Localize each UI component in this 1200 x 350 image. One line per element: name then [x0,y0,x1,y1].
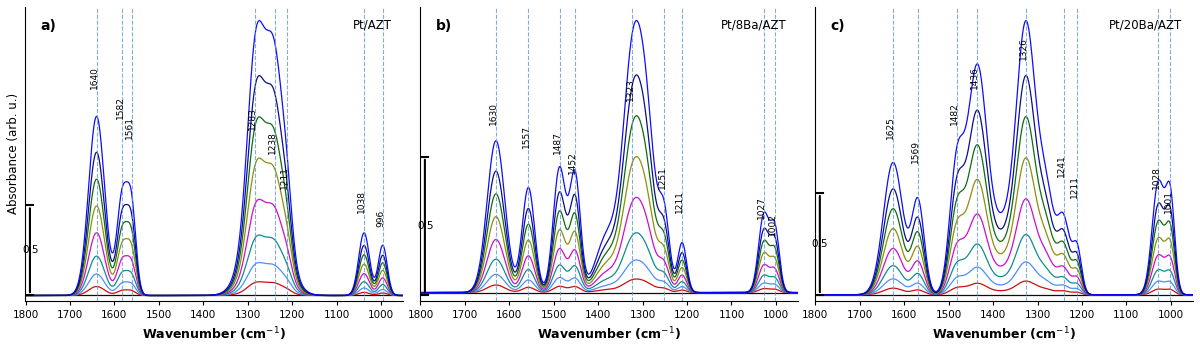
Text: 1001: 1001 [1164,190,1172,213]
Text: 1211: 1211 [281,166,289,189]
Text: 1630: 1630 [490,102,498,125]
Text: 1326: 1326 [1019,37,1028,60]
Text: 1452: 1452 [569,152,577,175]
Text: 1436: 1436 [971,66,979,89]
Y-axis label: Absorbance (arb. u.): Absorbance (arb. u.) [7,93,20,215]
Text: 1323: 1323 [625,78,635,101]
Text: 1625: 1625 [887,116,895,139]
Text: 1487: 1487 [553,131,562,154]
Text: 1028: 1028 [1152,166,1160,189]
Text: 1211: 1211 [1070,175,1079,198]
Text: Pt/8Ba/AZT: Pt/8Ba/AZT [721,19,787,32]
X-axis label: Wavenumber (cm$^{-1}$): Wavenumber (cm$^{-1}$) [932,326,1076,343]
Text: c): c) [830,19,845,33]
Text: 1211: 1211 [676,190,684,213]
Text: 1283: 1283 [248,107,258,131]
Text: 1238: 1238 [269,131,277,154]
Text: b): b) [436,19,452,33]
Text: 1482: 1482 [950,102,959,125]
Text: 996: 996 [376,210,385,228]
Text: 0.5: 0.5 [812,239,828,249]
Text: 1557: 1557 [522,125,530,148]
Text: Pt/AZT: Pt/AZT [353,19,392,32]
X-axis label: Wavenumber (cm$^{-1}$): Wavenumber (cm$^{-1}$) [538,326,682,343]
Text: 1251: 1251 [658,166,666,189]
Text: 1569: 1569 [911,140,920,163]
Text: 1561: 1561 [125,116,134,139]
Text: Pt/20Ba/AZT: Pt/20Ba/AZT [1109,19,1182,32]
Text: 0.5: 0.5 [416,221,433,231]
Text: 1038: 1038 [358,190,366,213]
Text: 1241: 1241 [1057,155,1066,177]
Text: a): a) [41,19,56,33]
Text: 0.5: 0.5 [22,245,38,255]
Text: 1002: 1002 [768,214,778,236]
Text: 1582: 1582 [115,96,125,119]
Text: 1027: 1027 [757,196,766,218]
X-axis label: Wavenumber (cm$^{-1}$): Wavenumber (cm$^{-1}$) [143,326,287,343]
Text: 1640: 1640 [90,66,98,89]
